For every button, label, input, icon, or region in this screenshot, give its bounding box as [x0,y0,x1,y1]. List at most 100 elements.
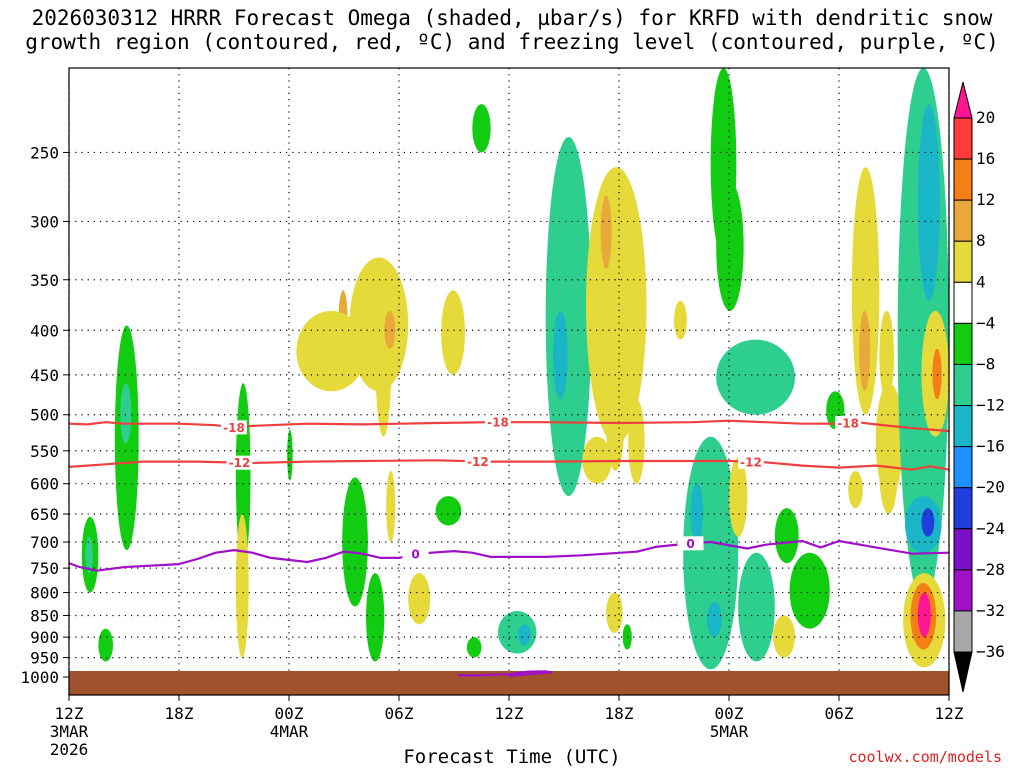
x-tick-label-6: 18Z [165,704,194,723]
omega-region-10 [296,310,366,392]
omega-region-47 [851,167,880,415]
omega-region-42 [773,615,795,658]
contour-label-bg [738,454,764,469]
colorbar-label-2: 12 [976,190,995,209]
omega-region-3 [120,383,132,444]
colorbar-swatch-3 [953,240,973,283]
contour-label-bg [835,415,862,430]
contour-label-dendritic-top-1: -18 [487,416,509,430]
colorbar-swatch-8 [953,446,973,489]
y-tick-label-450: 450 [30,366,59,385]
x-tick-label-0: 12Z [55,704,84,723]
colorbar-legend: 20 16 12 8 4 −4 −8 −12 −16 −20 −24 −28 −32 −36 [953,81,1005,693]
colorbar-label-9: −20 [976,478,1005,497]
contour-lines: -18 -18 -18 -12 -12 -12 0 0 [69,415,949,677]
x-tick-label-48: 12Z [935,704,964,723]
x-tick-label-18: 06Z [385,704,414,723]
x-tick-label-42: 06Z [825,704,854,723]
contour-label-dendritic-bottom-1: -12 [467,455,489,469]
colorbar-label-4: 4 [976,272,986,291]
omega-region-34 [716,181,744,311]
omega-region-44 [789,552,830,629]
y-tick-label-850: 850 [30,607,59,626]
colorbar-swatch-9 [953,487,973,530]
x-date-label-36: 5MAR [710,722,749,741]
title-line-1: 2026030312 HRRR Forecast Omega (shaded, … [31,6,993,30]
y-tick-label-700: 700 [30,533,59,552]
y-tick-label-500: 500 [30,406,59,425]
omega-region-30 [606,592,623,633]
contour-dendritic-bottom [69,459,949,471]
omega-region-38 [716,339,795,415]
contour-label-bg [677,536,704,551]
omega-region-19 [472,104,491,153]
omega-region-15 [386,470,396,543]
omega-region-23 [545,136,592,497]
omega-region-6 [235,513,249,658]
omega-region-40 [747,619,770,646]
omega-region-7 [287,429,293,481]
contour-label-dendritic-top-0: -18 [223,421,245,435]
colorbar-swatch-1 [953,158,973,201]
omega-region-1 [85,536,93,574]
plot-area: -18 -18 -18 -12 -12 -12 0 0 [68,67,950,696]
title-line-2: growth region (contoured, red, ºC) and f… [25,30,999,54]
x-tick-label-24: 12Z [495,704,524,723]
omega-region-46 [848,470,863,509]
y-tick-label-650: 650 [30,505,59,524]
colorbar-swatch-11 [953,569,973,612]
colorbar-swatch-6 [953,363,973,407]
omega-region-18 [435,496,462,526]
omega-region-28 [628,399,645,484]
x-year-label-0: 2026 [50,740,89,759]
colorbar-swatch-7 [953,405,973,448]
omega-region-43 [774,508,799,564]
y-tick-label-800: 800 [30,584,59,603]
omega-region-36 [690,483,704,543]
credit-text: coolwx.com/models [848,748,1002,766]
chart-title: 2026030312 HRRR Forecast Omega (shaded, … [0,6,1024,54]
x-axis-title: Forecast Time (UTC) [403,746,621,768]
colorbar-label-7: −12 [976,396,1005,415]
colorbar-swatch-2 [953,199,973,242]
colorbar-label-13: −36 [976,642,1005,661]
contour-label-bg [221,420,247,435]
omega-region-57 [932,348,942,400]
y-tick-label-300: 300 [30,212,59,231]
contour-label-freezing-level-0: 0 [411,548,419,562]
colorbar-swatch-10 [953,528,973,571]
omega-region-4 [98,628,113,662]
colorbar-label-0: 20 [976,108,995,127]
omega-region-55 [879,429,898,514]
omega-region-14 [366,573,385,662]
y-tick-label-400: 400 [30,321,59,340]
y-tick-label-250: 250 [30,143,59,162]
omega-region-12 [384,310,396,349]
x-tick-label-12: 00Z [275,704,304,723]
contour-freezing-level [69,539,949,572]
colorbar-swatch-0 [953,117,973,160]
y-tick-label-550: 550 [30,442,59,461]
omega-region-22 [518,624,531,646]
x-date-label-12: 4MAR [270,722,309,741]
colorbar-label-10: −24 [976,519,1005,538]
omega-region-11 [349,257,409,392]
omega-region-50 [879,310,895,400]
colorbar-swatch-12 [953,610,973,653]
y-tick-label-600: 600 [30,475,59,494]
colorbar-label-6: −8 [976,354,995,373]
omega-region-16 [408,573,431,625]
contour-label-bg [402,547,429,562]
colorbar-label-3: 8 [976,231,986,250]
omega-region-20 [466,637,482,658]
y-tick-label-350: 350 [30,271,59,290]
contour-label-dendritic-bottom-2: -12 [740,455,762,469]
colorbar-label-5: −4 [976,313,995,332]
contour-freezing-level-surface [457,670,553,677]
omega-region-52 [917,104,940,301]
contour-label-bg [226,455,253,470]
contour-label-bg [485,415,511,430]
omega-region-41 [729,457,748,537]
omega-region-60 [917,592,931,638]
